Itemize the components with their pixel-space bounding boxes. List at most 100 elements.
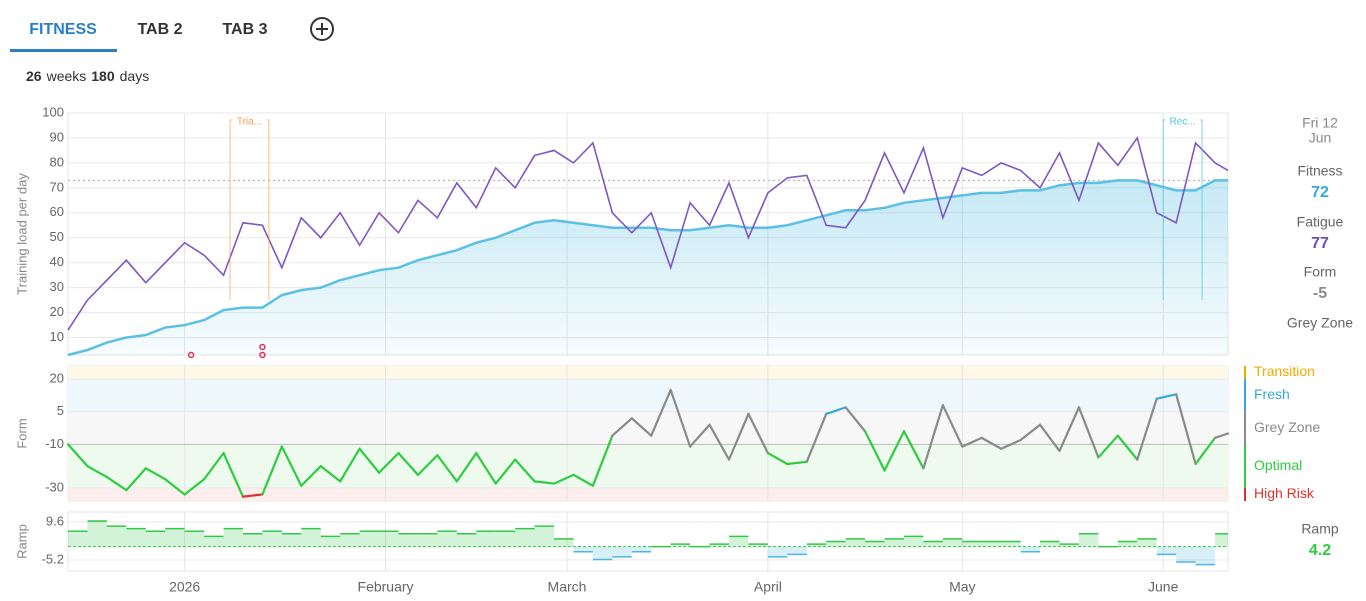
- add-tab-plus[interactable]: [316, 23, 328, 35]
- plot-frame: [67, 511, 1229, 572]
- x-tick-label: April: [754, 579, 782, 595]
- y-tick-label: 20: [50, 371, 64, 386]
- form-segment: [591, 434, 614, 487]
- form-segment: [766, 451, 789, 466]
- zone-legend-bar: [1244, 487, 1246, 501]
- ramp-step: [456, 533, 477, 547]
- zone-legend-label: Grey Zone: [1254, 419, 1320, 435]
- zone-band: [68, 366, 1228, 380]
- zone-band: [68, 487, 1228, 501]
- add-tab-icon[interactable]: [310, 17, 334, 41]
- ramp-step: [515, 528, 535, 547]
- readout-value: 72: [1311, 184, 1329, 201]
- form-segment: [416, 454, 439, 476]
- form-segment: [183, 478, 206, 496]
- form-segment: [494, 458, 517, 485]
- y-tick-label: 80: [50, 154, 64, 169]
- ramp-step: [981, 541, 1002, 547]
- y-tick-label: -5.2: [42, 551, 64, 566]
- form-segment: [689, 423, 711, 448]
- range-summary: 26 weeks 180 days: [26, 68, 149, 84]
- form-segment: [66, 443, 89, 468]
- tab[interactable]: FITNESS: [29, 21, 97, 38]
- ramp-step: [437, 531, 457, 547]
- days-label: days: [120, 68, 150, 84]
- zone-legend-label: Optimal: [1254, 457, 1302, 473]
- ramp-step: [126, 528, 146, 547]
- ramp-step: [884, 538, 904, 547]
- form-segment: [397, 451, 420, 476]
- days-count: 180: [91, 68, 115, 84]
- ramp-step: [359, 531, 380, 547]
- ramp-step: [398, 533, 418, 547]
- ramp-step: [281, 533, 302, 547]
- ramp-step: [340, 533, 360, 547]
- form-segment: [319, 465, 342, 483]
- form-segment: [241, 493, 264, 498]
- form-segment: [144, 467, 167, 481]
- ramp-step: [165, 528, 185, 547]
- form-segment: [125, 467, 147, 492]
- ramp-step: [495, 531, 516, 547]
- y-tick-label: 20: [50, 304, 64, 319]
- y-tick-label: -30: [45, 479, 64, 494]
- ramp-step: [87, 520, 107, 547]
- readout-label: Fatigue: [1297, 214, 1344, 230]
- readout-value: -5: [1313, 285, 1327, 302]
- ramp-step: [1020, 546, 1041, 552]
- form-segment: [863, 430, 886, 472]
- ramp-step: [729, 536, 749, 547]
- tab[interactable]: TAB 2: [137, 21, 182, 38]
- y-tick-label: 60: [50, 204, 64, 219]
- add-tab[interactable]: [310, 17, 334, 41]
- form-segment: [1155, 393, 1178, 400]
- ramp-step: [592, 546, 613, 560]
- form-segment: [844, 406, 867, 433]
- form-segment: [533, 480, 556, 485]
- readout-label: Grey Zone: [1287, 315, 1353, 331]
- x-tick-label: March: [548, 579, 587, 595]
- y-tick-label: -10: [45, 436, 64, 451]
- form-segment: [786, 460, 808, 466]
- form-segment: [436, 454, 458, 483]
- zone-band: [68, 379, 1228, 412]
- zone-legend-bar: [1244, 411, 1246, 445]
- zone-legend-bar: [1244, 379, 1246, 412]
- ramp-step: [320, 536, 341, 547]
- form-segment: [475, 451, 497, 485]
- readout-date: Fri 12: [1302, 115, 1338, 131]
- form-segment: [358, 447, 381, 474]
- readout-date: Jun: [1309, 130, 1332, 146]
- ramp-step: [631, 546, 652, 552]
- ramp-step: [865, 541, 885, 547]
- x-tick-label: February: [358, 579, 414, 595]
- ramp-step: [903, 536, 924, 547]
- readout-label: Form: [1304, 264, 1337, 280]
- y-axis-label: Form: [14, 418, 29, 448]
- ramp-step: [184, 531, 205, 547]
- form-segment: [922, 404, 944, 470]
- ramp-step: [1001, 541, 1021, 547]
- readout-label: Ramp: [1301, 521, 1339, 537]
- form-segment: [941, 404, 964, 448]
- y-tick-label: 70: [50, 179, 64, 194]
- tab[interactable]: TAB 3: [222, 21, 267, 38]
- y-tick-label: 10: [50, 329, 64, 344]
- ramp-step: [106, 526, 127, 547]
- ramp-step: [476, 531, 496, 547]
- form-segment: [1058, 406, 1081, 453]
- ramp-step: [806, 544, 827, 547]
- series-area: [68, 180, 1228, 355]
- form-segment: [1019, 423, 1042, 442]
- ramp-step: [826, 541, 846, 547]
- form-segment: [1194, 436, 1217, 466]
- ramp-step: [1176, 546, 1196, 563]
- ramp-step: [223, 528, 243, 547]
- ramp-step: [942, 538, 963, 547]
- y-tick-label: 9.6: [46, 513, 64, 528]
- ramp-step: [670, 544, 691, 547]
- ramp-step: [1040, 541, 1060, 547]
- ramp-step: [242, 533, 263, 547]
- ramp-step: [68, 531, 88, 547]
- form-segment: [377, 451, 400, 474]
